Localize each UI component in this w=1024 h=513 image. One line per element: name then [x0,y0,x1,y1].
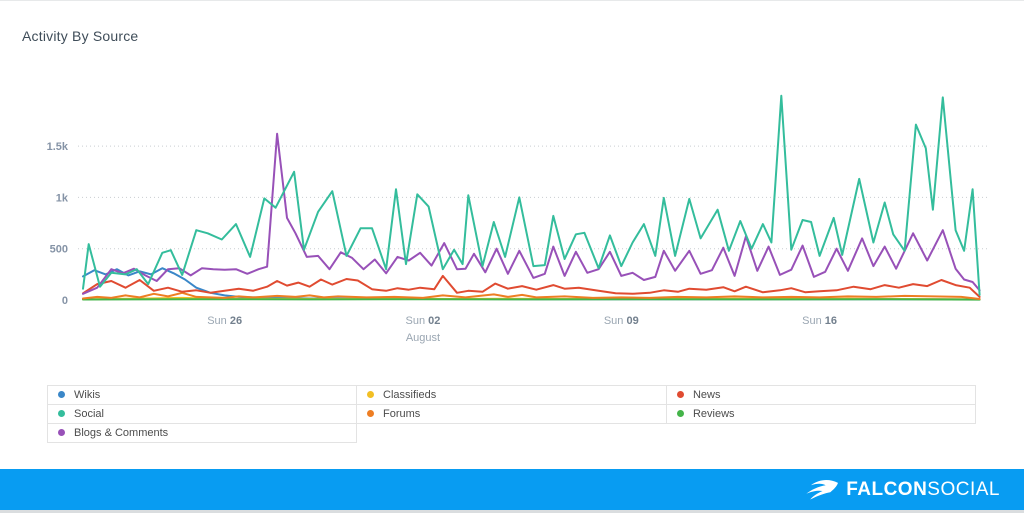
x-tick-day-number: 16 [825,315,837,327]
x-tick-day-name: Sun [604,315,627,327]
x-tick-day-number: 02 [428,315,440,327]
brand-name-light: SOCIAL [927,479,1000,500]
legend-color-dot [58,410,65,417]
legend-item-label: Forums [383,408,420,420]
legend-color-dot [58,429,65,436]
brand-logo: FALCONSOCIAL [804,479,1000,500]
legend-item-label: Wikis [74,389,100,401]
legend-row: Blogs & Comments [48,424,976,443]
x-tick-day-name: Sun [406,315,429,327]
legend-row: Social Forums Reviews [48,405,976,424]
legend-item-label: Reviews [693,408,735,420]
chart-legend: Wikis Classifieds News Social Forums Reviews B… [47,385,976,443]
y-axis-labels-group: 0 500 1k 1.5k [47,141,69,307]
series-line-blogs-comments[interactable] [83,134,980,294]
x-axis-tick-label: Sun 16 [802,315,837,327]
legend-item-social[interactable]: Social [48,405,357,424]
legend-color-dot [367,391,374,398]
legend-item-news[interactable]: News [666,386,975,405]
legend-color-dot [677,410,684,417]
legend-item-blogs-comments[interactable]: Blogs & Comments [48,424,357,443]
y-axis-tick-label: 0 [62,295,68,307]
legend-row: Wikis Classifieds News [48,386,976,405]
legend-color-dot [58,391,65,398]
activity-line-chart: 0 500 1k 1.5k [0,1,1024,357]
legend-item-forums[interactable]: Forums [357,405,667,424]
x-tick-day-number: 09 [626,315,638,327]
legend-color-dot [367,410,374,417]
legend-item-label: Blogs & Comments [74,427,168,439]
legend-item-reviews[interactable]: Reviews [666,405,975,424]
x-axis-tick-label: Sun 09 [604,315,639,327]
x-axis-month-label: August [406,332,440,344]
brand-name: FALCONSOCIAL [846,480,1000,499]
legend-item-classifieds[interactable]: Classifieds [357,386,667,405]
x-tick-day-number: 26 [230,315,242,327]
legend-item-wikis[interactable]: Wikis [48,386,357,405]
x-tick-day-name: Sun [207,315,230,327]
x-axis-tick-label: Sun 26 [207,315,242,327]
legend-item-label: Classifieds [383,389,436,401]
legend-item-label: News [693,389,721,401]
series-lines-group [83,96,980,300]
legend-color-dot [677,391,684,398]
falcon-wing-icon [804,479,838,500]
brand-footer-bar: FALCONSOCIAL [0,469,1024,510]
legend-item-label: Social [74,408,104,420]
y-axis-tick-label: 500 [50,244,68,256]
y-axis-tick-label: 1.5k [47,141,69,153]
brand-name-bold: FALCON [846,479,927,500]
x-axis-tick-label: Sun 02 [406,315,441,327]
x-tick-day-name: Sun [802,315,825,327]
gridlines-group [78,146,988,249]
y-axis-tick-label: 1k [56,192,69,204]
